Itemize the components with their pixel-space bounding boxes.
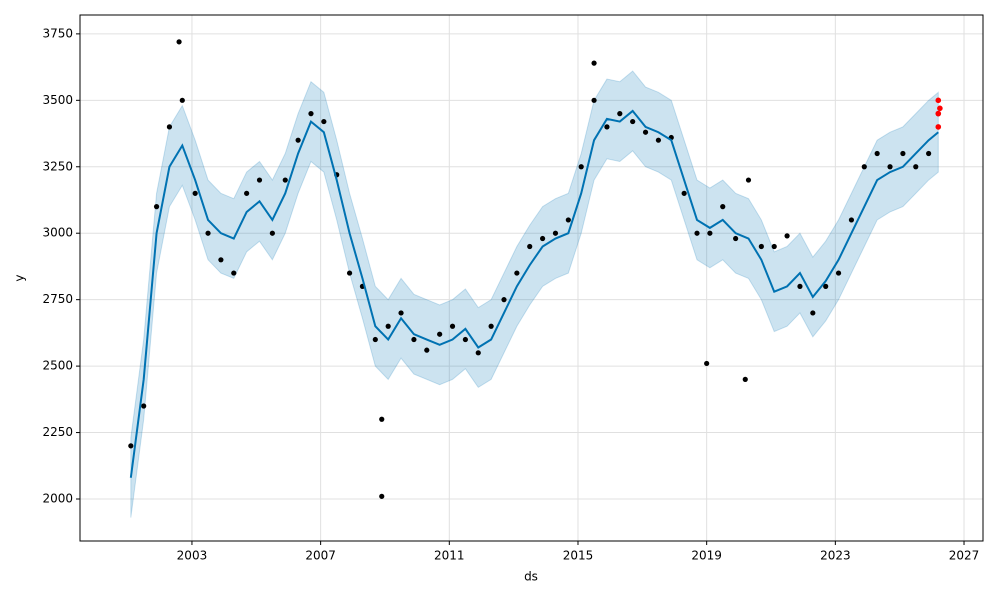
observed-point (141, 403, 147, 409)
observed-point (742, 376, 748, 382)
highlighted-point (935, 110, 942, 117)
observed-point (398, 310, 404, 316)
observed-point (848, 217, 855, 223)
observed-point (758, 243, 764, 250)
highlighted-point (935, 124, 942, 130)
observed-point (295, 137, 301, 143)
observed-point (797, 283, 803, 289)
observed-point (578, 164, 584, 170)
observed-point (810, 310, 816, 316)
observed-point (192, 190, 198, 196)
y-tick-label: 2000 (42, 492, 73, 506)
observed-point (655, 137, 662, 143)
observed-point (437, 331, 443, 337)
observed-point (488, 323, 494, 329)
observed-point (514, 270, 520, 276)
observed-point (269, 230, 275, 236)
observed-point (681, 190, 687, 196)
forecast-line (129, 109, 939, 478)
observed-point (462, 336, 468, 343)
observed-point (926, 150, 932, 157)
observed-point (704, 360, 710, 367)
observed-point (565, 217, 571, 223)
x-tick-label: 2027 (949, 549, 980, 563)
x-tick-label: 2023 (820, 549, 851, 563)
observed-point (205, 230, 211, 236)
observed-point (501, 297, 507, 303)
observed-point (166, 124, 173, 130)
observed-point (835, 270, 842, 276)
observed-point (282, 177, 288, 183)
highlighted-point (935, 97, 942, 104)
observed-point (379, 493, 385, 499)
observed-point (733, 235, 739, 242)
observed-point (176, 39, 182, 45)
observed-point (372, 336, 378, 343)
observed-point (591, 60, 597, 66)
observed-point (346, 270, 353, 276)
observed-point (720, 204, 726, 210)
observed-point (256, 177, 263, 183)
plot-frame (79, 14, 984, 542)
x-tick-label: 2011 (434, 549, 465, 563)
observed-point (128, 443, 134, 449)
observed-point (771, 243, 777, 250)
observed-point (900, 150, 906, 157)
x-tick-label: 2015 (563, 549, 594, 563)
y-tick-label: 3000 (42, 226, 73, 240)
plot-area (80, 15, 983, 541)
observed-point (745, 177, 752, 183)
observed-point (694, 230, 700, 236)
observed-point (887, 164, 893, 170)
observed-point (308, 111, 314, 117)
observed-point (539, 235, 546, 242)
x-tick-label: 2019 (691, 549, 722, 563)
observed-point (379, 416, 385, 422)
observed-point (784, 233, 790, 239)
uncertainty-band (130, 70, 939, 518)
observed-point (411, 336, 417, 343)
y-tick-label: 2750 (42, 292, 73, 306)
observed-point (823, 283, 829, 289)
y-tick-label: 2250 (42, 425, 73, 439)
observed-point (913, 164, 919, 170)
observed-point (244, 190, 250, 196)
observed-point (218, 257, 224, 263)
observed-point (604, 124, 610, 130)
observed-point (552, 230, 559, 236)
observed-point (617, 111, 623, 117)
x-axis-label: ds (524, 570, 538, 584)
y-tick-label: 3250 (42, 159, 73, 173)
observed-point (475, 350, 481, 356)
observed-point (321, 118, 327, 125)
highlighted-point (937, 105, 943, 112)
x-tick-label: 2007 (305, 549, 336, 563)
observed-point (231, 270, 237, 276)
y-tick-label: 2500 (42, 359, 73, 373)
observed-point (861, 164, 867, 170)
observed-point (153, 204, 160, 210)
observed-point (449, 323, 456, 329)
y-tick-label: 3500 (42, 93, 73, 107)
observed-point (874, 150, 880, 157)
x-tick-label: 2003 (177, 549, 208, 563)
observed-point (642, 129, 649, 135)
observed-point (385, 323, 391, 329)
observed-point (630, 118, 636, 125)
observed-point (707, 230, 713, 236)
y-tick-label: 3750 (42, 26, 73, 40)
observed-point (527, 243, 533, 250)
observed-point (591, 97, 597, 103)
observed-point (424, 347, 430, 353)
y-axis-label: y (13, 274, 27, 281)
observed-point (179, 97, 185, 103)
